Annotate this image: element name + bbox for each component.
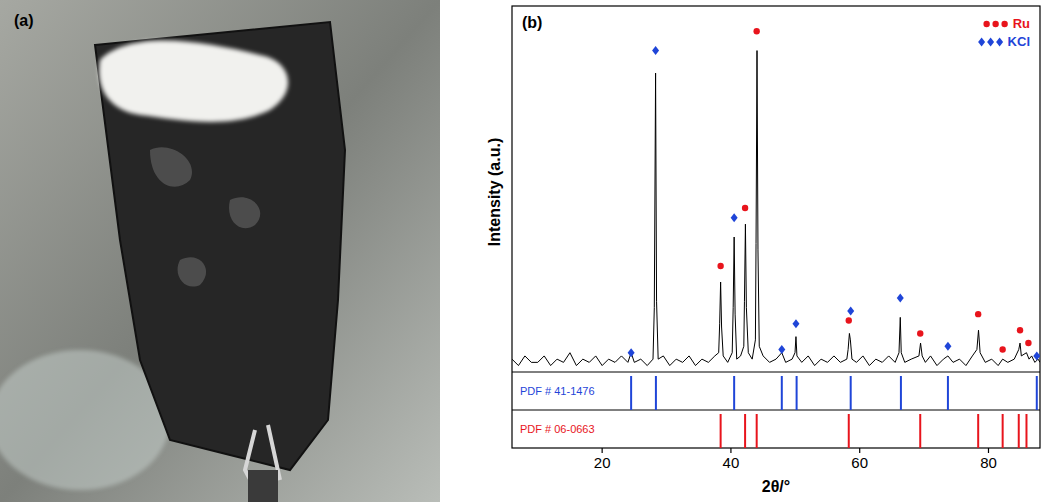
phase-marker: [1017, 327, 1023, 333]
reference-stick: [796, 376, 798, 410]
phase-marker: [975, 311, 981, 317]
reference-stick: [900, 376, 902, 410]
chart-panel: PDF # 41-1476 PDF # 06-0663 20 40 60 80 2θ/° In…: [486, 6, 1040, 495]
reference-stick: [977, 414, 979, 448]
plot-area: [512, 28, 1040, 365]
clamp: [248, 470, 278, 502]
phase-marker: [1033, 351, 1040, 360]
reference-stick: [756, 414, 758, 448]
x-tick-label: 40: [723, 454, 740, 471]
reference-stick: [733, 376, 735, 410]
reference-stick: [781, 376, 783, 410]
reference-stick: [1036, 376, 1038, 410]
legend: Ru KCl: [978, 16, 1030, 49]
phase-marker: [717, 263, 723, 269]
photo-panel: (a): [0, 0, 440, 502]
reference-stick: [850, 376, 852, 410]
phase-marker: [917, 330, 923, 336]
x-tick: [730, 448, 731, 453]
surface-texture: [150, 147, 260, 286]
phase-marker: [731, 213, 738, 222]
xrd-pattern: [512, 51, 1040, 366]
phase-marker: [742, 205, 748, 211]
reference-stick: [1018, 414, 1020, 448]
x-tick: [602, 448, 603, 453]
phase-marker: [778, 345, 785, 354]
reference-stick: [1025, 414, 1027, 448]
wire: [245, 425, 280, 502]
reference-stick: [947, 376, 949, 410]
reference-label: PDF # 06-0663: [520, 423, 595, 435]
legend-symbol: [996, 38, 1003, 47]
phase-marker: [846, 317, 852, 323]
phase-marker: [897, 294, 904, 303]
panel-label: (a): [14, 12, 34, 29]
reference-stick: [630, 376, 632, 410]
legend-symbol: [992, 21, 998, 27]
salt-deposit: [99, 41, 288, 122]
reference-stick: [919, 414, 921, 448]
x-tick-label: 60: [851, 454, 868, 471]
reference-stick: [720, 414, 722, 448]
x-axis-title: 2θ/°: [762, 478, 790, 495]
reference-label: PDF # 41-1476: [520, 385, 595, 397]
strip-separator: [512, 410, 1040, 411]
legend-symbol: [1001, 21, 1007, 27]
strip-separator: [512, 372, 1040, 373]
legend-symbol: [978, 38, 985, 47]
phase-marker: [753, 28, 759, 34]
reference-stick: [655, 376, 657, 410]
phase-marker: [1025, 340, 1031, 346]
reference-stick: [744, 414, 746, 448]
legend-symbol: [983, 21, 989, 27]
legend-symbol: [987, 38, 994, 47]
phase-marker: [944, 342, 951, 351]
x-tick: [988, 448, 989, 453]
legend-label: Ru: [1013, 16, 1030, 31]
legend-label: KCl: [1008, 34, 1030, 49]
reference-stick: [1002, 414, 1004, 448]
phase-marker: [628, 348, 635, 357]
panel-label: (b): [522, 14, 542, 31]
reference-stick: [848, 414, 850, 448]
phase-marker: [847, 306, 854, 315]
reference-sticks: [631, 376, 1037, 448]
phase-marker: [792, 319, 799, 328]
sample-plate: [95, 22, 345, 470]
x-tick-label: 80: [980, 454, 997, 471]
y-axis-title: Intensity (a.u.): [486, 138, 503, 246]
figure: (a) PDF # 41-1476 PDF # 06-0663 20 40 60 80 2θ/…: [0, 0, 1052, 502]
x-tick-label: 20: [594, 454, 611, 471]
plot-frame: [512, 6, 1040, 448]
phase-marker: [652, 46, 659, 55]
x-tick: [859, 448, 860, 453]
phase-marker: [999, 346, 1005, 352]
